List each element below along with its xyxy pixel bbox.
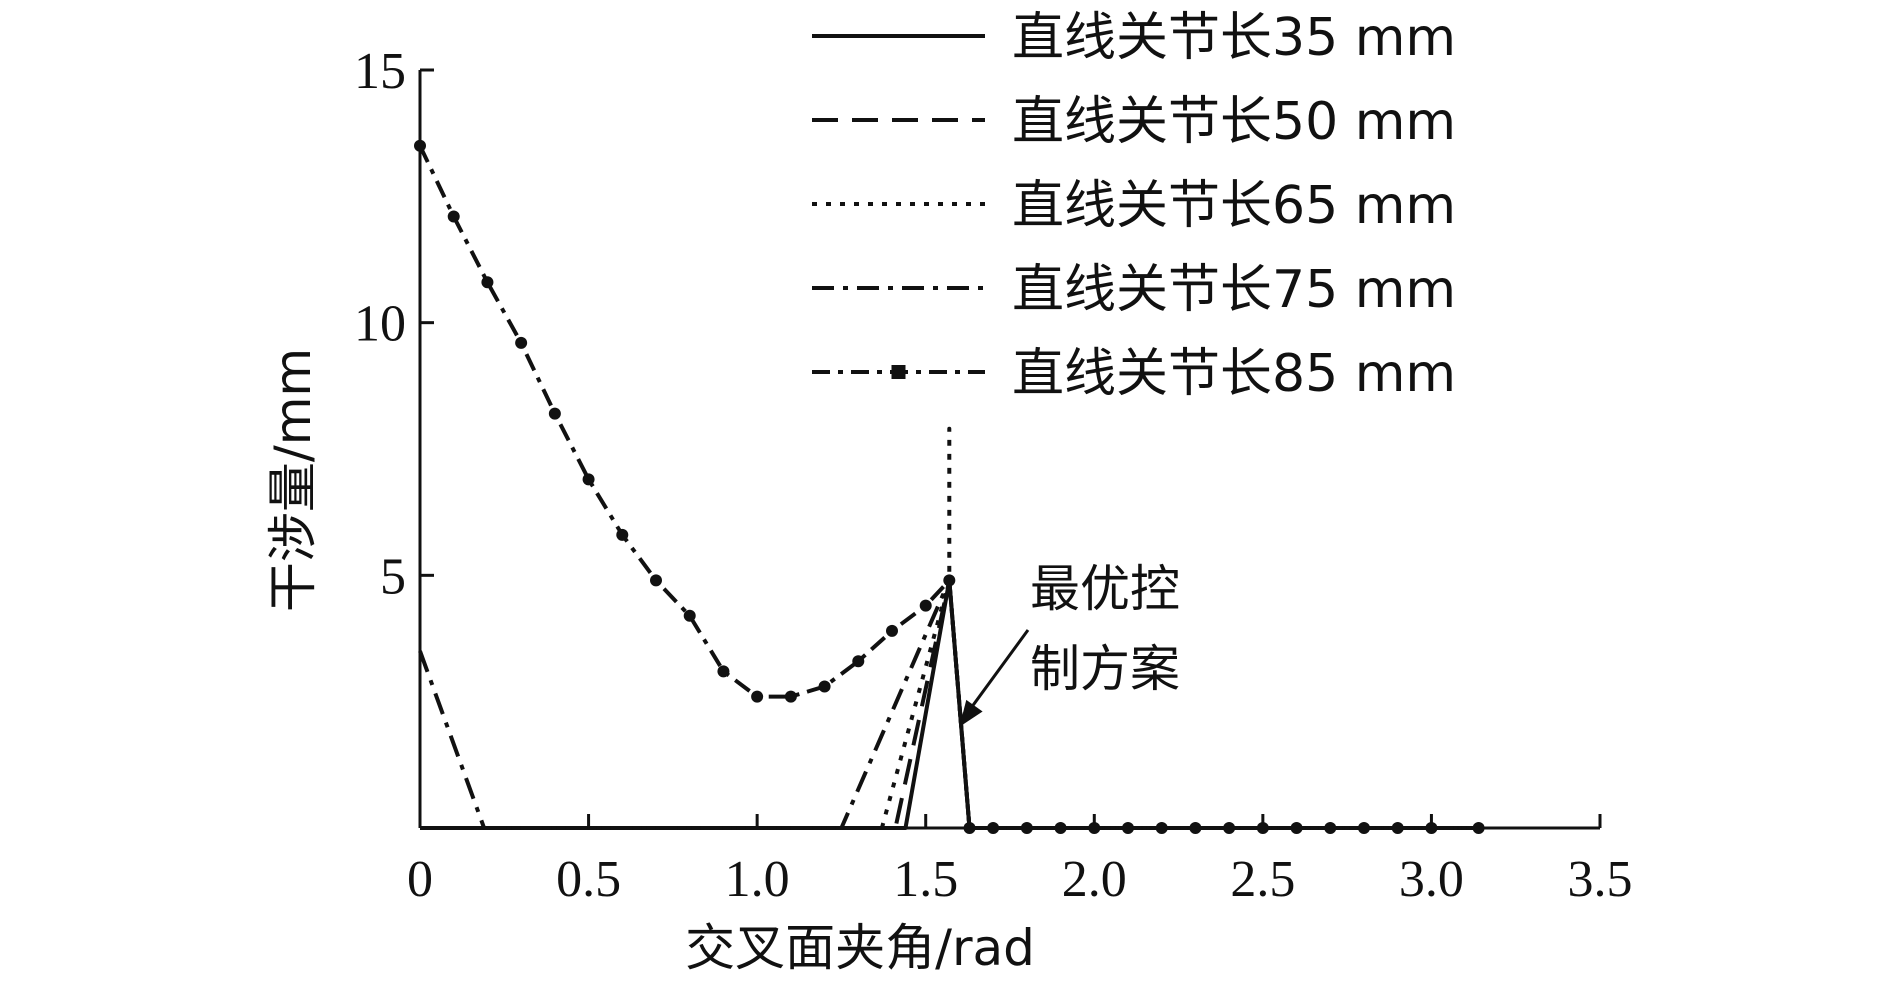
- x-tick-label: 0.5: [556, 851, 621, 908]
- series-point: [414, 139, 426, 152]
- legend: 直线关节长35 mm 直线关节长50 mm 直线关节长65 mm 直线关节长75 mm…: [812, 8, 1456, 404]
- series-point: [919, 599, 932, 612]
- series-point: [751, 690, 764, 703]
- x-tick-label: 2.0: [1062, 851, 1127, 908]
- series-point: [1223, 822, 1236, 834]
- annotation-arrow-line: [966, 629, 1030, 714]
- x-tick-label: 0: [407, 851, 433, 908]
- legend-label: 直线关节长75 mm: [1012, 260, 1456, 320]
- series-point: [1054, 822, 1067, 834]
- series-3: [420, 426, 1479, 830]
- legend-entry-3: 直线关节长65 mm: [812, 176, 1456, 236]
- series-point: [1324, 822, 1337, 834]
- series-point: [1425, 822, 1438, 834]
- annotation-arrow-head: [959, 699, 983, 727]
- series-point: [784, 690, 797, 703]
- series-point: [515, 336, 528, 349]
- series-point: [1358, 822, 1370, 834]
- annotation-line1: 最优控: [1030, 560, 1180, 618]
- series-point: [963, 822, 976, 834]
- series-point: [481, 276, 494, 289]
- y-tick-label: 15: [354, 43, 406, 100]
- legend-entry-5: 直线关节长85 mm: [812, 344, 1456, 404]
- series-point: [1088, 822, 1101, 834]
- series-point: [683, 609, 696, 622]
- series-1: [420, 578, 1479, 830]
- legend-label: 直线关节长35 mm: [1012, 8, 1456, 68]
- x-axis-title: 交叉面夹角/rad: [685, 919, 1035, 977]
- series-point: [943, 574, 956, 587]
- series-point: [717, 665, 730, 678]
- x-tick-label: 3.0: [1399, 851, 1464, 908]
- axes: 0 0.5 1.0 1.5 2.0 2.5 3.0 3.5 5 10 15: [354, 43, 1633, 908]
- series-point: [1256, 822, 1269, 834]
- series-point: [1391, 822, 1404, 834]
- x-tick-label: 2.5: [1230, 851, 1295, 908]
- series-point: [582, 473, 595, 486]
- y-tick-label: 5: [380, 548, 406, 605]
- series-point: [886, 624, 898, 637]
- series-point: [1155, 822, 1168, 834]
- x-tick-label: 1.0: [725, 851, 790, 908]
- series-point: [616, 528, 629, 541]
- legend-label: 直线关节长65 mm: [1012, 176, 1456, 236]
- series-point: [852, 655, 865, 668]
- legend-entry-2: 直线关节长50 mm: [812, 92, 1456, 152]
- legend-label: 直线关节长85 mm: [1012, 344, 1456, 404]
- series-line: [418, 578, 1479, 830]
- legend-label: 直线关节长50 mm: [1012, 92, 1456, 152]
- series-line: [420, 578, 1479, 830]
- series-point: [1020, 822, 1033, 834]
- annotation-line2: 制方案: [1030, 640, 1180, 698]
- x-tick-label: 3.5: [1568, 851, 1633, 908]
- series-point: [818, 680, 831, 693]
- series-point: [1290, 822, 1303, 834]
- y-axis-title: 干涉量/mm: [264, 348, 322, 612]
- series-line: [420, 426, 1479, 830]
- optimal-plan-annotation: 最优控 制方案: [959, 560, 1180, 727]
- series-2: [420, 578, 1479, 830]
- legend-entry-4: 直线关节长75 mm: [812, 260, 1456, 320]
- series-point: [548, 407, 561, 420]
- x-tick-label: 1.5: [893, 851, 958, 908]
- legend-marker: [891, 365, 906, 379]
- series-point: [1122, 822, 1134, 834]
- series-point: [650, 574, 662, 587]
- series-point: [987, 822, 1000, 834]
- series-point: [1472, 822, 1485, 834]
- y-tick-label: 10: [354, 296, 406, 353]
- series-layer: [414, 139, 1485, 834]
- series-4: [418, 578, 1479, 830]
- series-point: [1189, 822, 1202, 834]
- series-point: [447, 210, 460, 223]
- series-5: [414, 139, 1485, 834]
- legend-entry-1: 直线关节长35 mm: [812, 8, 1456, 68]
- series-line: [420, 578, 1479, 830]
